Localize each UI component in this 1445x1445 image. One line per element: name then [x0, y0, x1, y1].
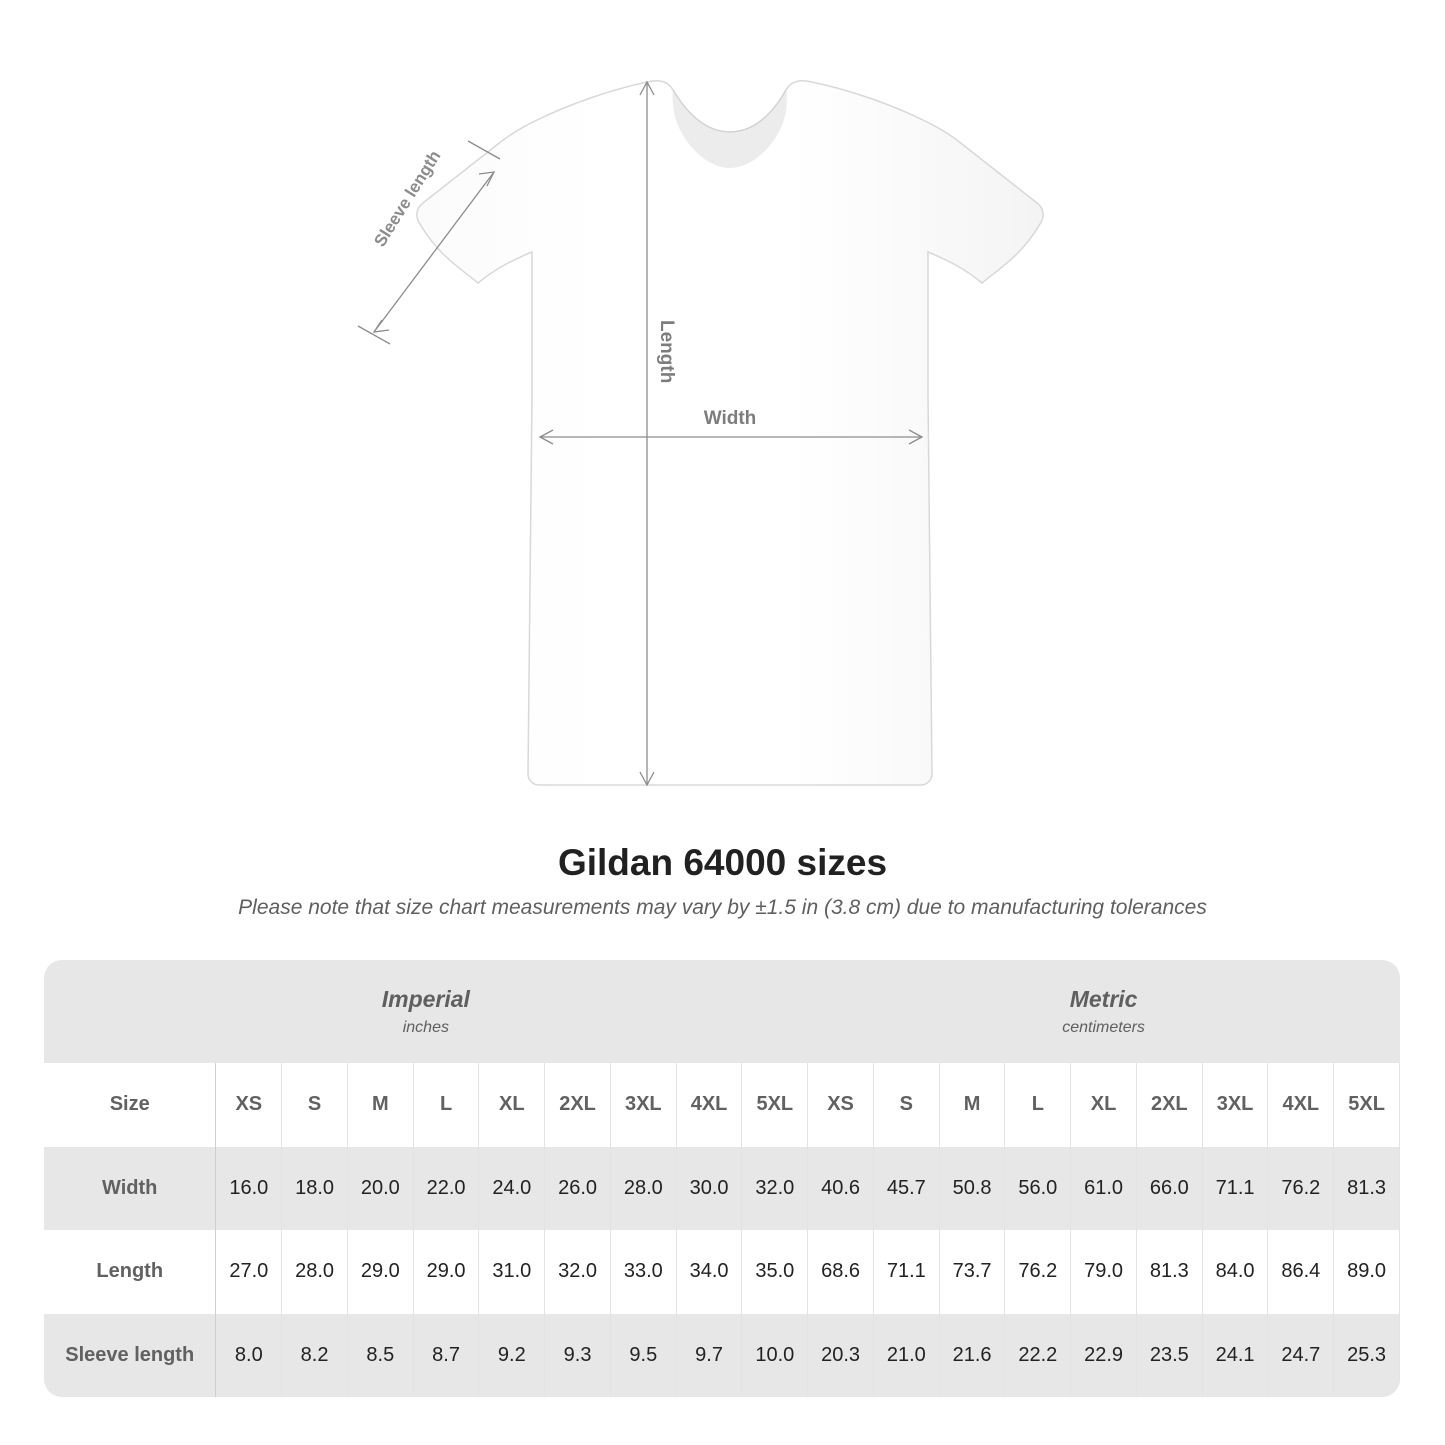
svg-text:Width: Width [704, 408, 757, 429]
svg-text:Length: Length [656, 320, 677, 383]
